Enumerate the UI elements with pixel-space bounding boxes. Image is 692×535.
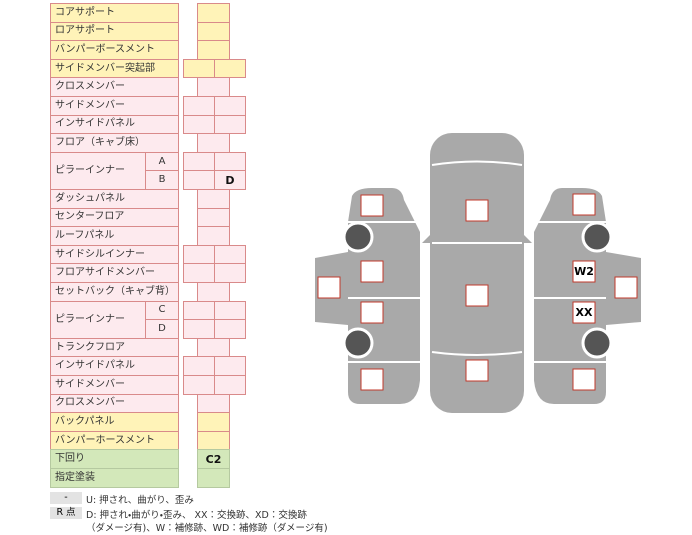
cell [214,375,246,395]
legend-key: R 点 [50,507,82,519]
cell [214,114,246,135]
cell [214,263,246,283]
row-label: ピラーインナー [50,300,146,339]
row-label: 指定塗装 [50,468,179,488]
cell [214,58,246,79]
cell [214,319,246,339]
legend-key: - [50,492,82,504]
legend-text: （ダメージ有)、W：補修跡、WD：補修跡（ダメージ有) [86,523,328,534]
row-label: ピラーインナー [50,151,146,190]
legend-text: D: 押され・曲がり・歪み、 XX：交換跡、XD：交換跡 [86,510,307,521]
cell [197,468,230,488]
cell: D [214,170,246,190]
diagram-mark: W2 [574,265,594,278]
legend-text: U: 押され、曲がり、歪み [86,495,194,506]
diagram-mark: XX [576,306,593,319]
